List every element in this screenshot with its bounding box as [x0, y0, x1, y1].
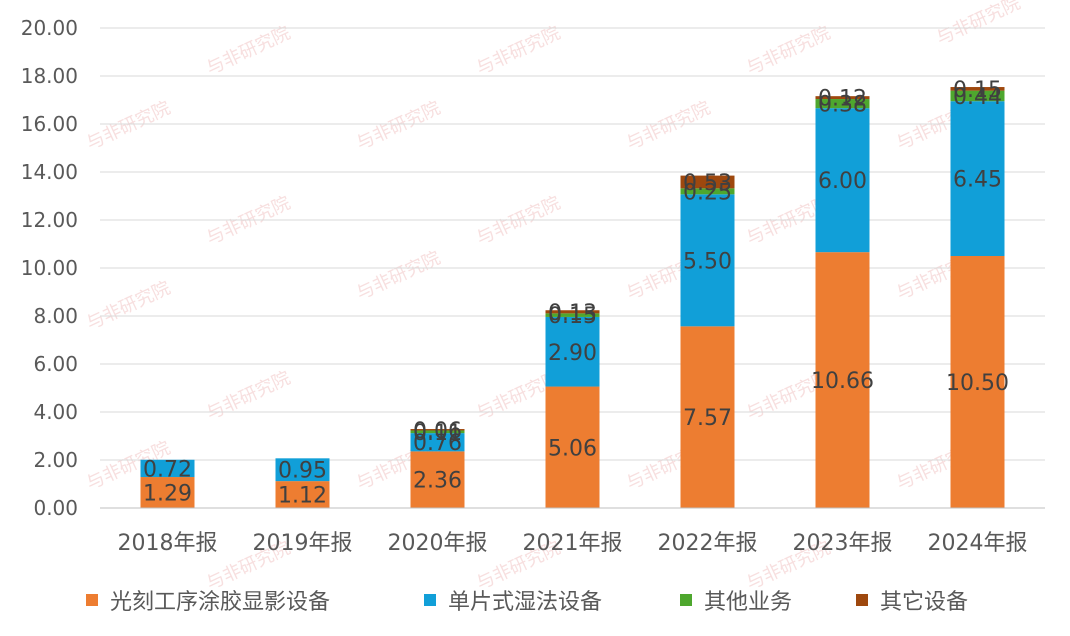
bar-segment [140, 477, 195, 508]
x-tick-label: 2021年报 [523, 531, 623, 556]
legend-swatch [680, 594, 692, 606]
watermark-text: 与非研究院 [83, 277, 173, 334]
bar-segment [275, 458, 330, 482]
bar-segment [815, 99, 870, 109]
data-label: 6.00 [818, 169, 867, 194]
data-label: 5.06 [548, 436, 597, 461]
data-label: 2.36 [413, 469, 462, 494]
legend-label: 单片式湿法设备 [448, 590, 602, 615]
watermark-text: 与非研究院 [83, 97, 173, 154]
bar-segment [275, 481, 330, 508]
y-tick-label: 8.00 [33, 304, 78, 328]
data-label: 0.95 [278, 459, 327, 484]
legend-label: 光刻工序涂胶显影设备 [110, 590, 330, 615]
watermark-text: 与非研究院 [203, 22, 293, 79]
data-label: 0.06 [413, 419, 462, 444]
bar-segment [545, 386, 600, 508]
legend-swatch [86, 594, 98, 606]
y-tick-label: 10.00 [21, 256, 78, 280]
data-label: 10.50 [946, 371, 1009, 396]
data-label: 0.11 [413, 421, 462, 446]
data-label: 0.72 [143, 457, 192, 482]
legend-label: 其它设备 [880, 590, 968, 615]
bar-segment [950, 90, 1005, 102]
bar-segment [680, 326, 735, 508]
watermark-text: 与非研究院 [623, 97, 713, 154]
data-label: 6.45 [953, 168, 1002, 193]
watermark-text: 与非研究院 [353, 97, 443, 154]
y-tick-label: 12.00 [21, 208, 78, 232]
data-label: 1.29 [143, 482, 192, 507]
bar-segment [410, 451, 465, 508]
bar-segment [815, 108, 870, 253]
watermark-text: 与非研究院 [203, 367, 293, 424]
legend: 光刻工序涂胶显影设备 单片式湿法设备 其他业务 其它设备 [86, 590, 968, 615]
bar-segment [140, 459, 195, 478]
y-tick-label: 6.00 [33, 352, 78, 376]
data-label: 0.44 [953, 85, 1002, 110]
watermark-text: 与非研究院 [203, 192, 293, 249]
data-label: 0.25 [683, 180, 732, 205]
y-tick-label: 4.00 [33, 400, 78, 424]
watermark-text: 与非研究院 [473, 22, 563, 79]
bar-segment [680, 175, 735, 189]
bar-segment [950, 87, 1005, 91]
x-tick-label: 2024年报 [928, 531, 1028, 556]
bar-segment [410, 430, 465, 434]
bar-segment [545, 316, 600, 387]
y-tick-label: 20.00 [21, 16, 78, 40]
data-label: 10.66 [811, 369, 874, 394]
bar-segment [410, 433, 465, 452]
x-tick-label: 2023年报 [793, 531, 893, 556]
bar-segment [950, 101, 1005, 256]
data-label: 0.15 [548, 304, 597, 329]
legend-swatch [856, 594, 868, 606]
y-tick-label: 2.00 [33, 448, 78, 472]
x-tick-label: 2019年报 [253, 531, 353, 556]
watermark-text: 与非研究院 [743, 22, 833, 79]
data-label: 0.53 [683, 171, 732, 196]
bar-segment [815, 252, 870, 508]
x-tick-label: 2018年报 [118, 531, 218, 556]
y-tick-label: 16.00 [21, 112, 78, 136]
bar-segment [545, 313, 600, 317]
legend-label: 其他业务 [704, 590, 792, 615]
y-tick-label: 18.00 [21, 64, 78, 88]
bar-segment [680, 188, 735, 195]
data-label: 5.50 [683, 249, 732, 274]
watermark-text: 与非研究院 [473, 192, 563, 249]
data-labels: 1.290.72 1.120.95 2.36 0.760.110.06 5.06 2.90… [143, 78, 1009, 509]
bar-segment [545, 310, 600, 314]
data-label: 0.15 [953, 78, 1002, 103]
data-label: 0.13 [548, 301, 597, 326]
watermark-text: 与非研究院 [353, 247, 443, 304]
data-label: 0.38 [818, 93, 867, 118]
data-label: 0.12 [818, 87, 867, 112]
axes: 0.00 2.00 4.00 6.00 8.00 10.00 12.00 14.00 16.00… [21, 16, 1045, 556]
data-label: 1.12 [278, 484, 327, 509]
data-label: 0.76 [413, 431, 462, 456]
bar-segment [410, 429, 465, 431]
gridlines [100, 27, 1045, 509]
bars [140, 87, 1005, 508]
legend-swatch [424, 594, 436, 606]
bar-segment [950, 256, 1005, 508]
y-tick-label: 0.00 [33, 496, 78, 520]
x-tick-label: 2022年报 [658, 531, 758, 556]
watermark-text: 与非研究院 [933, 0, 1023, 50]
x-tick-label: 2020年报 [388, 531, 488, 556]
data-label: 2.90 [548, 341, 597, 366]
bar-segment [815, 96, 870, 100]
bar-segment [680, 194, 735, 327]
y-tick-label: 14.00 [21, 160, 78, 184]
data-label: 7.57 [683, 406, 732, 431]
